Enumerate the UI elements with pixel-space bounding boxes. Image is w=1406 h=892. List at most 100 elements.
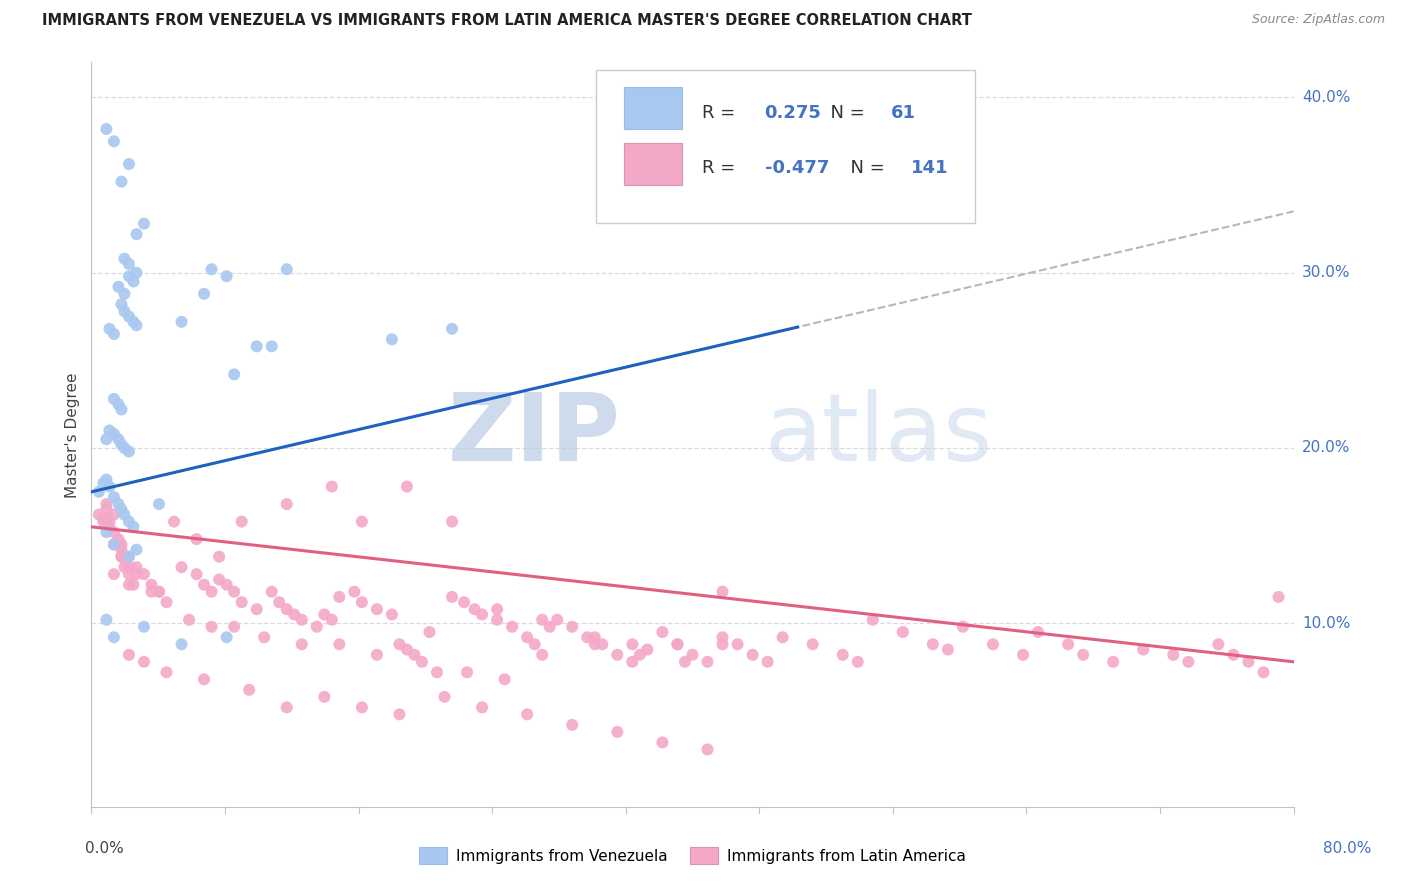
Point <box>125 542 148 557</box>
Point <box>628 648 651 662</box>
Point <box>651 625 673 640</box>
Point <box>831 648 853 662</box>
FancyBboxPatch shape <box>624 87 682 129</box>
Point <box>170 560 193 574</box>
Point <box>561 718 583 732</box>
Point <box>404 648 426 662</box>
Point <box>531 613 554 627</box>
Point <box>103 134 125 148</box>
Text: ZIP: ZIP <box>447 389 620 481</box>
Point <box>93 515 115 529</box>
Point <box>132 217 155 231</box>
Point <box>107 397 129 411</box>
Text: 0.0%: 0.0% <box>86 841 124 855</box>
Point <box>546 613 568 627</box>
Point <box>756 655 779 669</box>
Point <box>103 508 125 522</box>
Point <box>456 665 478 680</box>
Point <box>636 642 658 657</box>
Point <box>107 497 129 511</box>
Point <box>87 508 110 522</box>
Point <box>193 673 215 687</box>
Point <box>440 515 463 529</box>
Point <box>350 700 373 714</box>
Point <box>141 577 163 591</box>
Point <box>122 275 145 289</box>
Point <box>260 339 283 353</box>
Point <box>711 584 734 599</box>
Point <box>253 630 276 644</box>
Point <box>118 648 141 662</box>
Point <box>215 269 238 284</box>
Point <box>606 725 628 739</box>
Point <box>98 322 121 336</box>
Text: R =: R = <box>702 159 741 178</box>
Point <box>186 532 208 546</box>
Point <box>103 427 125 442</box>
Point <box>343 584 366 599</box>
Point <box>486 613 509 627</box>
Point <box>440 322 463 336</box>
Point <box>238 682 260 697</box>
Point <box>148 497 170 511</box>
Point <box>103 537 125 551</box>
Point <box>696 655 718 669</box>
Point <box>103 490 125 504</box>
Point <box>114 441 136 455</box>
Point <box>381 332 404 346</box>
Text: N =: N = <box>818 104 870 122</box>
Point <box>110 549 132 564</box>
Point <box>98 520 121 534</box>
Text: Source: ZipAtlas.com: Source: ZipAtlas.com <box>1251 13 1385 27</box>
Point <box>1132 642 1154 657</box>
Point <box>132 655 155 669</box>
Point <box>118 269 141 284</box>
Point <box>1253 665 1275 680</box>
Point <box>96 502 118 516</box>
Point <box>606 648 628 662</box>
Point <box>125 227 148 242</box>
Point <box>96 497 118 511</box>
Point <box>215 577 238 591</box>
Point <box>118 560 141 574</box>
Point <box>96 525 118 540</box>
Point <box>305 620 328 634</box>
Point <box>103 525 125 540</box>
Point <box>681 648 703 662</box>
Point <box>523 637 546 651</box>
Point <box>114 560 136 574</box>
Point <box>314 690 336 704</box>
Point <box>494 673 516 687</box>
Point <box>891 625 914 640</box>
Point <box>96 613 118 627</box>
Point <box>110 502 132 516</box>
Point <box>433 690 456 704</box>
Point <box>952 620 974 634</box>
Point <box>118 310 141 324</box>
Point <box>132 567 155 582</box>
Point <box>516 630 538 644</box>
Point <box>583 630 606 644</box>
Point <box>125 266 148 280</box>
Point <box>103 327 125 342</box>
Point <box>96 473 118 487</box>
Text: 30.0%: 30.0% <box>1302 265 1350 280</box>
Point <box>118 157 141 171</box>
Point <box>110 175 132 189</box>
Point <box>177 613 200 627</box>
Point <box>155 595 177 609</box>
FancyBboxPatch shape <box>624 143 682 186</box>
Point <box>1102 655 1125 669</box>
Point <box>1012 648 1035 662</box>
Point <box>114 252 136 266</box>
Point <box>231 515 253 529</box>
Point <box>155 665 177 680</box>
Point <box>561 620 583 634</box>
Point <box>772 630 794 644</box>
Point <box>922 637 945 651</box>
Point <box>118 567 141 582</box>
Point <box>1071 648 1094 662</box>
Point <box>464 602 486 616</box>
Text: 141: 141 <box>911 159 949 178</box>
Point <box>110 437 132 451</box>
